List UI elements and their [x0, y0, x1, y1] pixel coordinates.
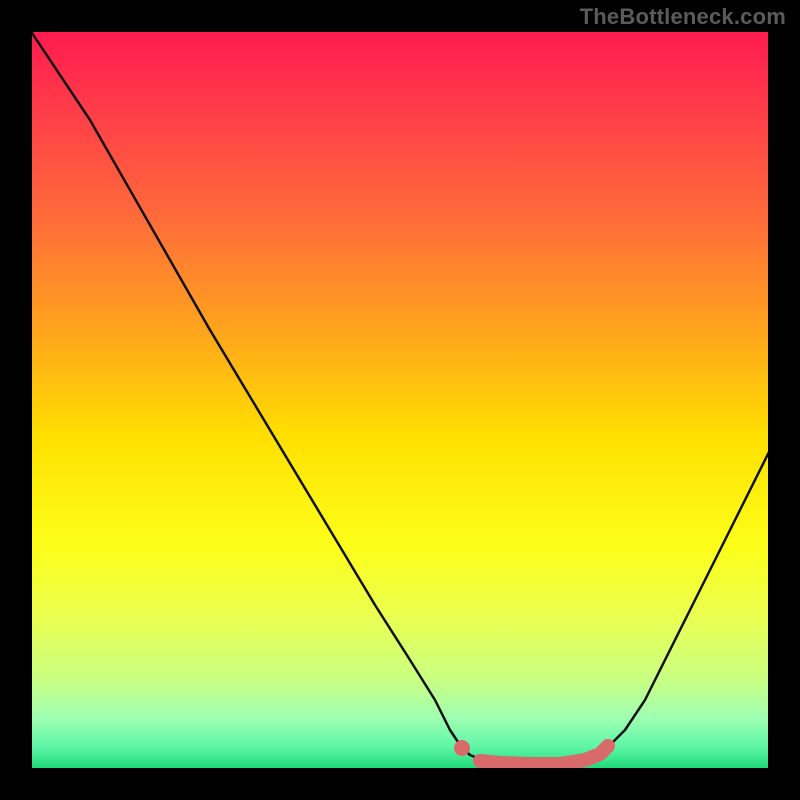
outer-frame: TheBottleneck.com: [0, 0, 800, 800]
watermark-text: TheBottleneck.com: [580, 4, 786, 30]
plot-border: [30, 30, 770, 770]
